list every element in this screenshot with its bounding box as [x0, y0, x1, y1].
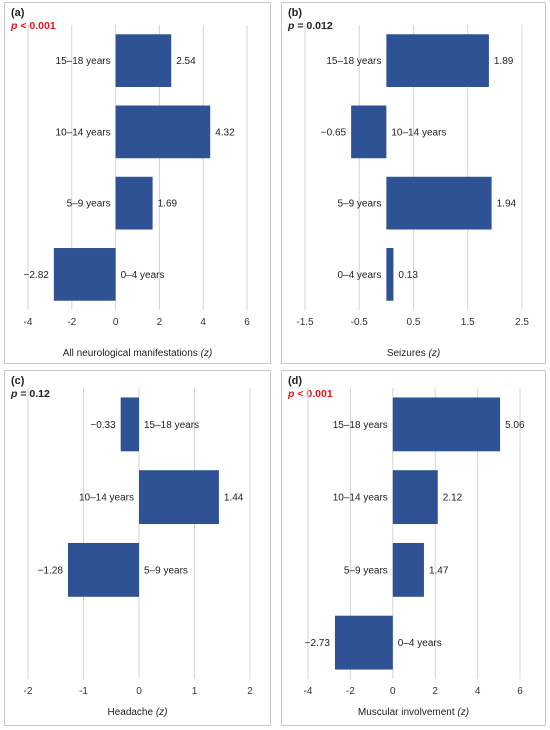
category-label: 0–4 years [337, 270, 381, 281]
category-label: 15–18 years [56, 56, 111, 67]
x-axis-title: Seizures (z) [386, 348, 441, 359]
bar [386, 248, 394, 301]
bar [386, 34, 489, 87]
data-label: −2.73 [305, 638, 331, 649]
x-axis-title: Muscular involvement (z) [357, 707, 470, 718]
bar [67, 542, 139, 597]
x-tick-label: -4 [24, 317, 33, 328]
x-tick-label: -0.5 [351, 317, 369, 328]
category-label: 10–14 years [333, 493, 388, 504]
category-label: 10–14 years [79, 493, 134, 504]
p-value: p < 0.001 [11, 20, 56, 32]
x-tick-label: 2.5 [515, 317, 529, 328]
x-tick-label: -2 [24, 686, 33, 697]
x-tick-label: -4 [304, 686, 313, 697]
category-label: 5–9 years [144, 565, 188, 576]
x-tick-label: 0 [113, 317, 119, 328]
x-tick-label: -1 [79, 686, 88, 697]
chart-panel-d: (d) p < 0.001 -4 -2 0 2 4 6 15–18 years 5.06 10–… [281, 370, 546, 726]
x-tick-label: 4 [475, 686, 481, 697]
category-label: 10–14 years [56, 127, 111, 138]
bar [392, 470, 438, 525]
category-label: 10–14 years [391, 127, 446, 138]
chart-panel-c: (c) p = 0.12 -2 -1 0 1 2 15–18 years −0.33 10–1… [4, 370, 271, 726]
data-label: 2.54 [176, 56, 196, 67]
bar [334, 615, 393, 670]
data-label: 5.06 [505, 420, 525, 431]
p-value: p = 0.012 [288, 20, 333, 32]
bar [139, 470, 219, 525]
bar [115, 176, 153, 230]
category-label: 0–4 years [398, 638, 442, 649]
x-tick-label: 6 [517, 686, 523, 697]
x-tick-label: 0 [390, 686, 396, 697]
x-tick-label: 2 [247, 686, 253, 697]
chart-panel-b: (b) p = 0.012 -1.5 -0.5 0.5 1.5 2.5 15–18 yea… [281, 2, 546, 364]
x-tick-label: 1 [192, 686, 198, 697]
x-tick-label: 1.5 [461, 317, 475, 328]
bar-chart-plot: -4 -2 0 2 4 6 15–18 years 2.54 10–14 years 4.32 5–… [24, 25, 250, 328]
x-axis-title: Headache (z) [107, 707, 168, 718]
data-label: 4.32 [215, 127, 235, 138]
data-label: 1.89 [494, 56, 514, 67]
bar [392, 397, 501, 452]
bar-chart-plot: -2 -1 0 1 2 15–18 years −0.33 10–14 years 1.44 5–… [24, 388, 253, 697]
panel-label: (a) [11, 7, 25, 19]
data-label: 1.69 [158, 199, 178, 210]
bar [351, 105, 387, 159]
panel-label: (d) [288, 375, 303, 387]
x-tick-label: 2 [432, 686, 438, 697]
category-label: 15–18 years [144, 420, 199, 431]
x-tick-label: -2 [346, 686, 355, 697]
data-label: 1.94 [497, 199, 517, 210]
data-label: −0.65 [321, 127, 347, 138]
data-label: −0.33 [90, 420, 116, 431]
data-label: −1.28 [38, 565, 64, 576]
bar [115, 34, 172, 87]
panel-label: (b) [288, 7, 303, 19]
bar [120, 397, 139, 452]
data-label: 2.12 [443, 493, 463, 504]
data-label: 1.47 [429, 565, 449, 576]
chart-panel-a: (a) p < 0.001 -4 -2 0 2 4 6 15–18 years 2.54 10–… [4, 2, 271, 364]
x-tick-label: 0 [136, 686, 142, 697]
category-label: 0–4 years [121, 270, 165, 281]
data-label: 0.13 [398, 270, 418, 281]
category-label: 5–9 years [67, 199, 111, 210]
x-tick-label: 2 [157, 317, 163, 328]
bar [386, 176, 492, 230]
x-axis-title: All neurological manifestations (z) [62, 348, 213, 359]
x-tick-label: -1.5 [296, 317, 314, 328]
panel-label: (c) [11, 375, 25, 387]
x-tick-label: -2 [67, 317, 76, 328]
category-label: 5–9 years [337, 199, 381, 210]
p-value: p < 0.001 [288, 388, 333, 400]
bar [115, 105, 211, 159]
x-tick-label: 6 [244, 317, 250, 328]
bar [53, 248, 116, 301]
x-tick-label: 0.5 [407, 317, 421, 328]
category-label: 15–18 years [333, 420, 388, 431]
category-label: 15–18 years [326, 56, 381, 67]
x-tick-label: 4 [200, 317, 206, 328]
data-label: −2.82 [24, 270, 50, 281]
category-label: 5–9 years [344, 565, 388, 576]
bar [392, 542, 424, 597]
bar-chart-plot: -1.5 -0.5 0.5 1.5 2.5 15–18 years 1.89 10–14 ye… [296, 25, 529, 328]
bar-chart-plot: -4 -2 0 2 4 6 15–18 years 5.06 10–14 years 2.12 5–… [304, 388, 525, 697]
data-label: 1.44 [224, 493, 244, 504]
